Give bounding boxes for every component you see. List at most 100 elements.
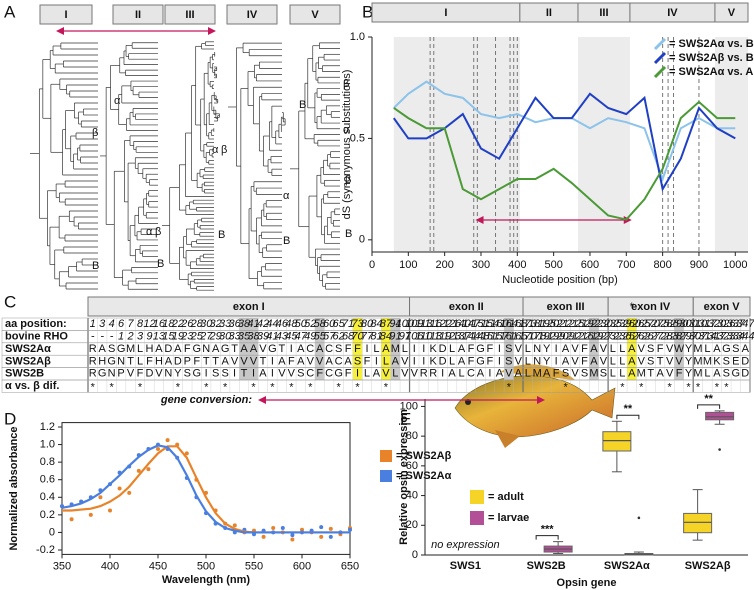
y-tick-label: -0.2 [36, 544, 55, 556]
residue: Y [174, 368, 182, 380]
residue: S [732, 343, 739, 355]
residue: A [742, 343, 750, 355]
residue: V [401, 368, 409, 380]
residue: L [449, 343, 455, 355]
bovine-position: 113 [424, 331, 442, 343]
aa-position: 235 [603, 318, 623, 330]
aa-position: 100 [396, 318, 415, 330]
difference-mark: * [384, 381, 389, 393]
residue: N [164, 368, 172, 380]
x-tick-label: 1000 [723, 259, 747, 271]
data-point [69, 517, 74, 522]
clade-label: β [92, 127, 98, 139]
bovine-position: 216 [574, 331, 594, 343]
residue: F [146, 355, 153, 367]
aa-position: 80 [361, 318, 374, 330]
row-label: aa position: [5, 318, 67, 330]
residue: A [250, 343, 258, 355]
aa-position: 202 [546, 318, 565, 330]
y-tick-label: 0.4 [40, 491, 55, 503]
exon-label: exon IV [631, 301, 671, 313]
residue: L [610, 368, 616, 380]
bovine-position: 41 [266, 331, 278, 343]
residue: L [373, 343, 379, 355]
y-tick-label: 0 [412, 549, 418, 561]
y-tick-label: 60 [406, 460, 418, 472]
bovine-position: 49 [304, 331, 316, 343]
aa-position: 270 [641, 318, 661, 330]
row-label: α vs. β dif. [5, 380, 59, 392]
residue: C [325, 343, 333, 355]
aa-position: 16 [153, 318, 166, 330]
y-tick-label: 1.2 [40, 421, 55, 433]
clade-label: β [343, 78, 349, 90]
data-point [156, 446, 160, 451]
exon-label: IV [667, 7, 678, 19]
residue: R [89, 355, 97, 367]
residue: Y [685, 343, 693, 355]
residue: A [174, 343, 182, 355]
column-highlight [504, 318, 514, 380]
box [602, 431, 632, 452]
panel-label: C [4, 292, 16, 311]
residue: S [723, 368, 730, 380]
residue: L [137, 355, 143, 367]
aa-position: 116 [424, 318, 442, 330]
data-point [232, 523, 237, 528]
data-point [328, 526, 333, 531]
residue: N [533, 343, 541, 355]
aa-position: 219 [574, 318, 593, 330]
exon-label: II [546, 7, 552, 19]
aa-position: 60 [323, 318, 336, 330]
bovine-position: 227 [593, 331, 613, 343]
residue: F [316, 368, 323, 380]
residue: A [458, 343, 466, 355]
annotation: gene conversion: [160, 394, 252, 406]
aa-position: 22 [171, 318, 184, 330]
column-highlight [390, 318, 401, 380]
aa-position: 41 [247, 318, 259, 330]
bovine-position: 39 [257, 331, 269, 343]
residue: S [335, 343, 342, 355]
difference-mark: * [289, 381, 294, 393]
bovine-position: 106 [405, 331, 424, 343]
residue: V [638, 355, 646, 367]
aa-position: 38 [238, 318, 251, 330]
difference-mark: * [667, 381, 672, 393]
aa-position: 12 [143, 318, 155, 330]
residue: C [306, 368, 314, 380]
difference-mark: * [336, 381, 341, 393]
residue: F [364, 355, 371, 367]
residue: N [533, 355, 541, 367]
residue: M [637, 368, 646, 380]
residue: I [422, 355, 425, 367]
bovine-position: 33 [228, 331, 241, 343]
data-point [165, 438, 170, 443]
difference-mark: * [507, 381, 512, 393]
clade-label: α [343, 124, 350, 136]
box [683, 512, 713, 534]
residue: F [345, 343, 352, 355]
residue: L [392, 368, 398, 380]
y-tick-label: 20 [406, 519, 418, 531]
bovine-position: 3 [137, 331, 144, 343]
bovine-position: 170 [519, 331, 538, 343]
bovine-position: 209 [555, 331, 574, 343]
data-point [127, 490, 132, 495]
residue: H [155, 355, 163, 367]
column-highlight [381, 318, 391, 380]
aa-position: 126 [443, 318, 462, 330]
difference-mark: * [639, 381, 644, 393]
residue: A [316, 343, 324, 355]
legend-swatch [653, 51, 667, 65]
residue: A [212, 343, 220, 355]
residue: A [373, 368, 381, 380]
bovine-position: 27 [199, 331, 213, 343]
bovine-position: 157 [490, 331, 509, 343]
residue: V [288, 368, 296, 380]
data-point [328, 534, 333, 539]
residue: S [184, 368, 191, 380]
bovine-position: 45 [285, 331, 298, 343]
legend-swatch [653, 65, 667, 79]
residue: D [145, 368, 153, 380]
